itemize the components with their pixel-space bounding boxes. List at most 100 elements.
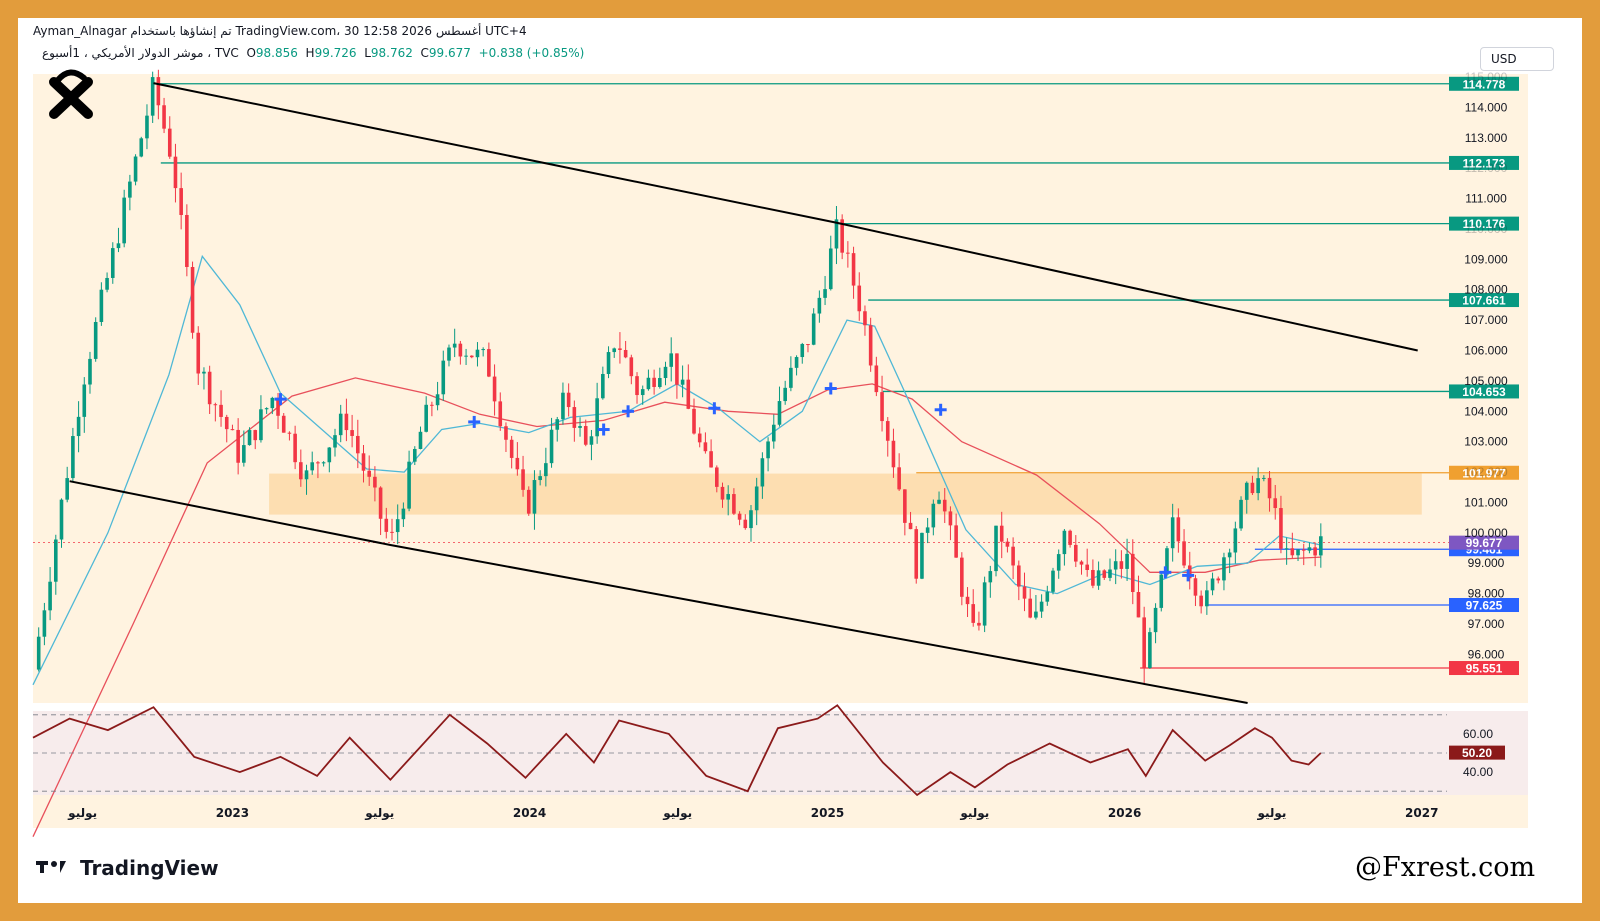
candle-body <box>412 448 417 462</box>
candle-body <box>1307 547 1312 551</box>
candle-body <box>1262 477 1266 479</box>
candle <box>658 367 662 389</box>
candle <box>1307 542 1312 554</box>
candle-body <box>82 384 87 417</box>
current-price-tag <box>1449 535 1519 550</box>
candle <box>162 97 166 134</box>
candle-body <box>1085 564 1089 570</box>
candle <box>299 449 303 487</box>
candle <box>646 369 651 391</box>
candle <box>749 505 753 542</box>
candle-body <box>1319 536 1323 556</box>
candle <box>1142 606 1146 685</box>
candle <box>321 461 326 467</box>
rsi-tick-label: 40.00 <box>1463 765 1493 779</box>
candle-body <box>1148 632 1152 668</box>
candle <box>629 354 634 385</box>
candle-body <box>1199 595 1203 607</box>
price-tick-label: 106.000 <box>1464 344 1508 358</box>
candle <box>954 513 958 558</box>
candle <box>82 377 87 433</box>
candle <box>544 447 548 487</box>
tradingview-logo[interactable]: TradingView <box>36 856 219 880</box>
candle-body <box>441 360 446 395</box>
candle-body <box>925 527 930 533</box>
level-price-label: 97.625 <box>1466 599 1503 613</box>
candle-body <box>122 197 126 244</box>
candle-body <box>857 285 862 312</box>
candle-body <box>1273 498 1278 509</box>
candle <box>994 525 998 577</box>
candle <box>338 404 343 443</box>
level-price-tag <box>1449 216 1519 231</box>
candle <box>914 526 919 584</box>
price-tick-label: 102.000 <box>1464 465 1508 479</box>
candle <box>561 382 565 425</box>
author-line: Ayman_Alnagar تم إنشاؤها باستخدام Tradin… <box>33 24 527 38</box>
candle <box>424 396 428 433</box>
candle <box>931 499 936 536</box>
candle <box>828 235 833 291</box>
candle <box>1068 529 1072 548</box>
candle-body <box>823 289 827 298</box>
candle-body <box>618 348 622 350</box>
cross-marker-icon <box>597 423 610 436</box>
candle-body <box>424 404 428 432</box>
candle <box>1193 574 1198 607</box>
candle-body <box>128 181 132 198</box>
level-price-label: 104.653 <box>1462 385 1506 399</box>
candle <box>948 506 953 541</box>
candle <box>42 602 47 646</box>
candle <box>464 348 468 365</box>
candle-body <box>1005 541 1010 547</box>
candle <box>418 426 423 450</box>
candle <box>88 351 92 394</box>
candle <box>652 369 656 395</box>
rsi-line <box>32 704 1322 797</box>
candle <box>356 419 360 469</box>
candle-body <box>658 378 662 387</box>
candle <box>333 428 337 457</box>
candle-body <box>361 453 366 471</box>
candle-body <box>931 503 936 528</box>
candle <box>128 174 132 211</box>
price-tick-label: 98.000 <box>1468 587 1505 601</box>
currency-selector[interactable]: USD <box>1480 47 1554 71</box>
candle <box>441 350 446 401</box>
candle-body <box>1113 561 1118 570</box>
candle-body <box>863 311 867 326</box>
price-tick-label: 103.000 <box>1464 435 1508 449</box>
candle <box>1205 581 1209 615</box>
candle-body <box>868 325 873 366</box>
candle-body <box>971 604 976 623</box>
candle-body <box>538 476 542 481</box>
candle-body <box>1227 552 1232 558</box>
candle <box>1039 594 1044 618</box>
candle <box>190 261 195 339</box>
candle <box>99 282 104 326</box>
candle <box>789 356 793 392</box>
price-tick-label: 100.000 <box>1464 526 1508 540</box>
current-price-label: 99.677 <box>1466 536 1503 550</box>
time-tick-label: يوليو <box>67 806 97 821</box>
candle <box>971 589 976 627</box>
ohlc-legend: موشر الدولار الأمريكي ، 1أسبوع ، TVC O98… <box>42 46 585 60</box>
candle-body <box>960 557 964 597</box>
candle-body <box>367 470 372 477</box>
candle <box>572 400 577 442</box>
candle-body <box>76 416 81 437</box>
rsi-panel: 40.00 60.00 50.20 <box>32 704 1505 797</box>
candle <box>806 344 810 353</box>
candle-body <box>344 413 349 431</box>
cross-marker-icon <box>708 402 721 415</box>
candle <box>316 460 320 479</box>
candle-body <box>646 377 651 390</box>
price-tick-label: 97.000 <box>1468 617 1505 631</box>
candle <box>361 444 366 483</box>
candle-body <box>435 394 440 406</box>
candle <box>612 347 617 358</box>
candle <box>407 450 411 512</box>
candle <box>908 511 913 530</box>
candle-body <box>1159 574 1164 608</box>
